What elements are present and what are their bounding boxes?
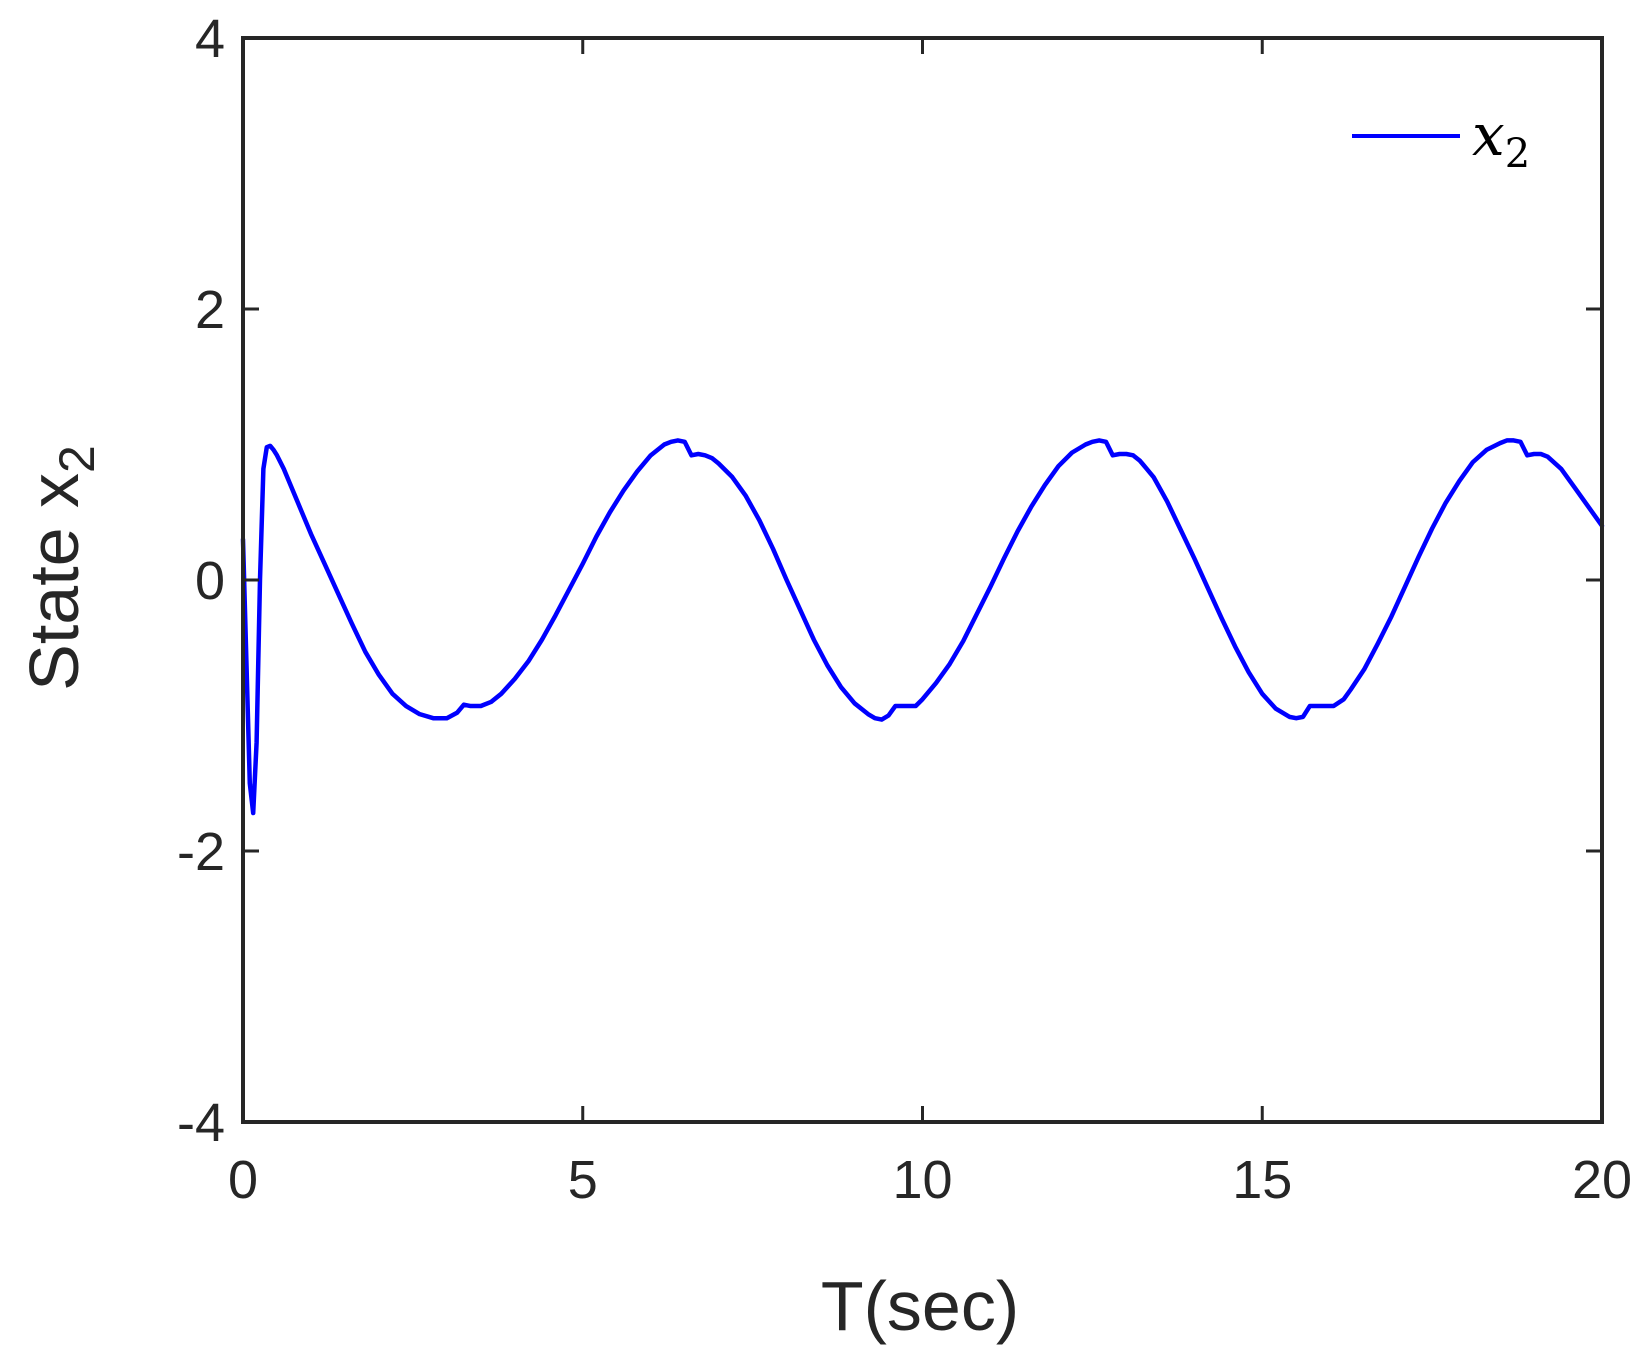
x-axis-ticks: 0 5 10 15 20: [228, 38, 1632, 1210]
y-axis-label-subscript: 2: [49, 445, 105, 473]
x-tick-label: 10: [892, 1150, 952, 1210]
x-tick-label: 15: [1232, 1150, 1292, 1210]
plot-area: [240, 438, 1605, 816]
y-tick-label: -2: [177, 822, 225, 882]
legend-label-x2: x2: [1472, 101, 1530, 177]
axes-box: [241, 36, 1604, 1124]
legend-label-x2-base: x: [1472, 101, 1505, 169]
y-tick-label: -4: [177, 1093, 225, 1153]
y-tick-label: 0: [195, 551, 225, 611]
y-axis-label-base: State x: [15, 473, 93, 691]
y-tick-label: 4: [195, 9, 225, 69]
x-tick-label: 0: [228, 1150, 258, 1210]
y-axis-label: State x2: [15, 445, 105, 691]
y-axis-ticks: -4 -2 0 2 4: [177, 9, 1602, 1153]
series-line-x2: [240, 438, 1605, 816]
legend: x2: [1352, 101, 1530, 177]
legend-label-x2-subscript: 2: [1505, 131, 1530, 177]
x-axis-label: T(sec): [821, 1267, 1019, 1345]
x-tick-label: 5: [568, 1150, 598, 1210]
x-tick-label: 20: [1572, 1150, 1632, 1210]
y-tick-label: 2: [195, 280, 225, 340]
